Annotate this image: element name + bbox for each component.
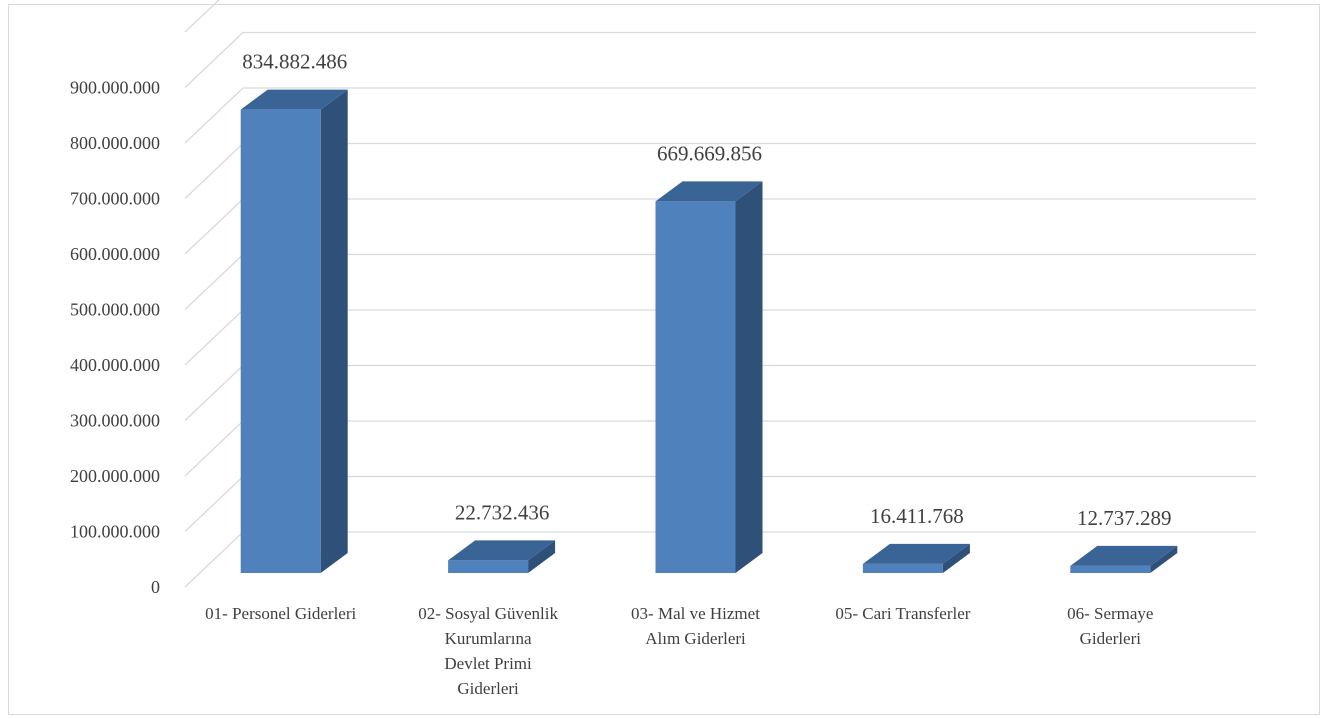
y-tick-label: 900.000.000 [70, 78, 160, 98]
x-tick-label: Giderleri [457, 679, 519, 698]
bar-top [240, 89, 348, 110]
x-tick-label: 06- Sermaye [1067, 604, 1153, 623]
bar [448, 560, 529, 573]
gridline [184, 0, 220, 33]
x-tick-label: 02- Sosyal Güvenlik [418, 604, 558, 623]
bar-side [528, 540, 556, 573]
bar-side [1150, 545, 1178, 573]
data-label: 834.882.486 [242, 50, 347, 74]
bar [862, 563, 943, 573]
x-tick-label: Kurumlarına [445, 629, 532, 648]
bar-top [862, 543, 970, 564]
y-tick-label: 600.000.000 [70, 244, 160, 264]
y-tick-label: 800.000.000 [70, 133, 160, 153]
y-tick-label: 700.000.000 [70, 189, 160, 209]
y-tick-label: 200.000.000 [70, 466, 160, 486]
gridline [184, 87, 1256, 144]
bar-top [1070, 545, 1178, 566]
bar [1070, 565, 1151, 573]
bar-side [942, 543, 970, 573]
y-tick-label: 100.000.000 [70, 522, 160, 542]
x-tick-label: Giderleri [1080, 629, 1142, 648]
x-tick-label: 05- Cari Transferler [835, 604, 970, 623]
y-tick-label: 0 [151, 577, 160, 597]
data-label: 22.732.436 [455, 500, 550, 524]
data-label: 12.737.289 [1077, 506, 1172, 530]
bar-top [448, 540, 556, 561]
y-tick-label: 400.000.000 [70, 355, 160, 375]
data-label: 16.411.768 [870, 504, 964, 528]
x-tick-label: Devlet Primi [444, 654, 532, 673]
x-tick-label: 03- Mal ve Hizmet [631, 604, 760, 623]
bar [655, 201, 736, 573]
y-tick-label: 500.000.000 [70, 300, 160, 320]
gridline [184, 31, 1256, 88]
y-tick-label: 300.000.000 [70, 411, 160, 431]
bar-side [320, 89, 348, 573]
bar-side [735, 181, 763, 573]
bar-top [655, 181, 763, 202]
bar [240, 109, 321, 573]
data-label: 669.669.856 [657, 141, 762, 165]
x-tick-label: Alım Giderleri [645, 629, 746, 648]
x-tick-label: 01- Personel Giderleri [205, 604, 356, 623]
